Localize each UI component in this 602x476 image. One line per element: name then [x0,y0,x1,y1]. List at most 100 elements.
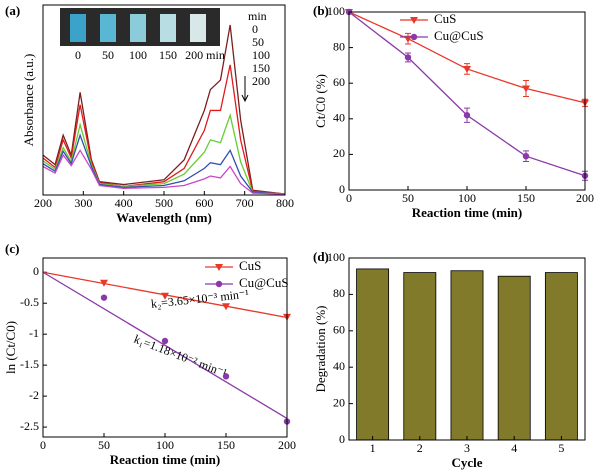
inset-label: 200 min [185,48,225,62]
vial [130,14,146,42]
marker [463,65,471,73]
vial [70,14,86,42]
marker [100,279,108,287]
legend-label: 200 [252,74,270,88]
x-tick-label: 600 [195,196,213,210]
x-tick-label: 5 [558,441,564,455]
legend-marker [215,264,223,271]
legend-label: 50 [252,35,264,49]
x-tick-label: 800 [276,196,294,210]
bar [403,272,437,441]
legend-label: CuS [239,258,261,273]
y-tick-label: 0 [33,264,39,278]
x-tick-label: 50 [402,191,414,205]
series-line [42,149,286,195]
x-tick-label: 200 [576,191,594,205]
plot-frame [42,4,286,196]
legend-label: 100 [252,48,270,62]
y-tick-label: 100 [327,4,345,18]
y-tick-label: 80 [333,286,345,300]
x-tick-label: 100 [156,438,174,452]
inset-label: 0 [75,48,81,62]
series-line [42,64,286,195]
y-axis-label: Ct/C0 (%) [313,74,328,128]
x-axis-label: Reaction time (min) [110,452,220,467]
x-axis-label: Wavelength (nm) [116,210,212,225]
y-tick-label: 20 [333,146,345,160]
x-tick-label: 1 [370,441,376,455]
x-axis-label: Cycle [451,455,482,470]
x-tick-label: 500 [155,196,173,210]
legend-label: CuS [434,11,456,26]
x-tick-label: 0 [40,438,46,452]
marker [161,292,169,300]
vial [190,14,206,42]
bar [544,272,578,441]
y-tick-label: 20 [333,395,345,409]
x-tick-label: 200 [34,196,52,210]
x-tick-label: 200 [278,438,296,452]
y-tick-label: 0 [339,182,345,196]
x-tick-label: 2 [417,441,423,455]
x-tick-label: 700 [236,196,254,210]
legend-arrow [241,76,249,103]
legend-marker [410,17,418,24]
y-axis-label: ln (Ct/C0) [3,321,18,374]
marker [222,373,230,380]
legend-marker [215,280,223,288]
inset-label: 50 [102,48,114,62]
x-tick-label: 4 [511,441,517,455]
vial [160,14,176,42]
marker [522,152,530,160]
series-line [42,24,286,195]
legend-label: 150 [252,61,270,75]
fit-line [42,271,288,419]
x-tick-label: 100 [458,191,476,205]
marker [463,112,471,119]
panel-label: (d) [313,249,329,264]
plot-frame [348,257,586,441]
inset-label: 100 [129,48,147,62]
legend-marker [410,33,418,41]
marker [100,294,108,301]
panel-label: (b) [313,3,329,18]
legend-label: Cu@CuS [239,275,289,290]
series-line [42,112,286,195]
y-tick-label: 0 [339,432,345,446]
annotation: k₁=1.18×10⁻² min⁻¹ [132,332,229,380]
bar [450,270,484,441]
legend-title: min [248,9,267,23]
x-tick-label: 300 [74,196,92,210]
x-tick-label: 150 [517,191,535,205]
x-tick-label: 0 [346,191,352,205]
y-tick-label: 60 [333,75,345,89]
panel-label: (a) [5,3,20,18]
bar [356,268,390,441]
plot-frame [348,11,586,191]
plot-frame [42,257,288,438]
inset-photo [60,8,220,46]
y-tick-label: 40 [333,359,345,373]
x-axis-label: Reaction time (min) [412,205,522,220]
x-tick-label: 50 [98,438,110,452]
y-tick-label: 80 [333,39,345,53]
y-tick-label: -2 [29,388,39,402]
marker [522,85,530,93]
x-tick-label: 150 [217,438,235,452]
y-tick-label: 100 [327,250,345,264]
marker [222,303,230,311]
vial [100,14,116,42]
legend-label: 0 [252,22,258,36]
y-axis-label: Degradation (%) [313,306,328,393]
bar [497,275,531,441]
x-tick-label: 400 [115,196,133,210]
y-tick-label: -2.5 [20,419,39,433]
marker [404,54,412,61]
y-tick-label: -0.5 [20,295,39,309]
marker [161,337,169,345]
y-tick-label: 60 [333,323,345,337]
y-tick-label: -1.5 [20,357,39,371]
panel-label: (c) [5,241,19,256]
